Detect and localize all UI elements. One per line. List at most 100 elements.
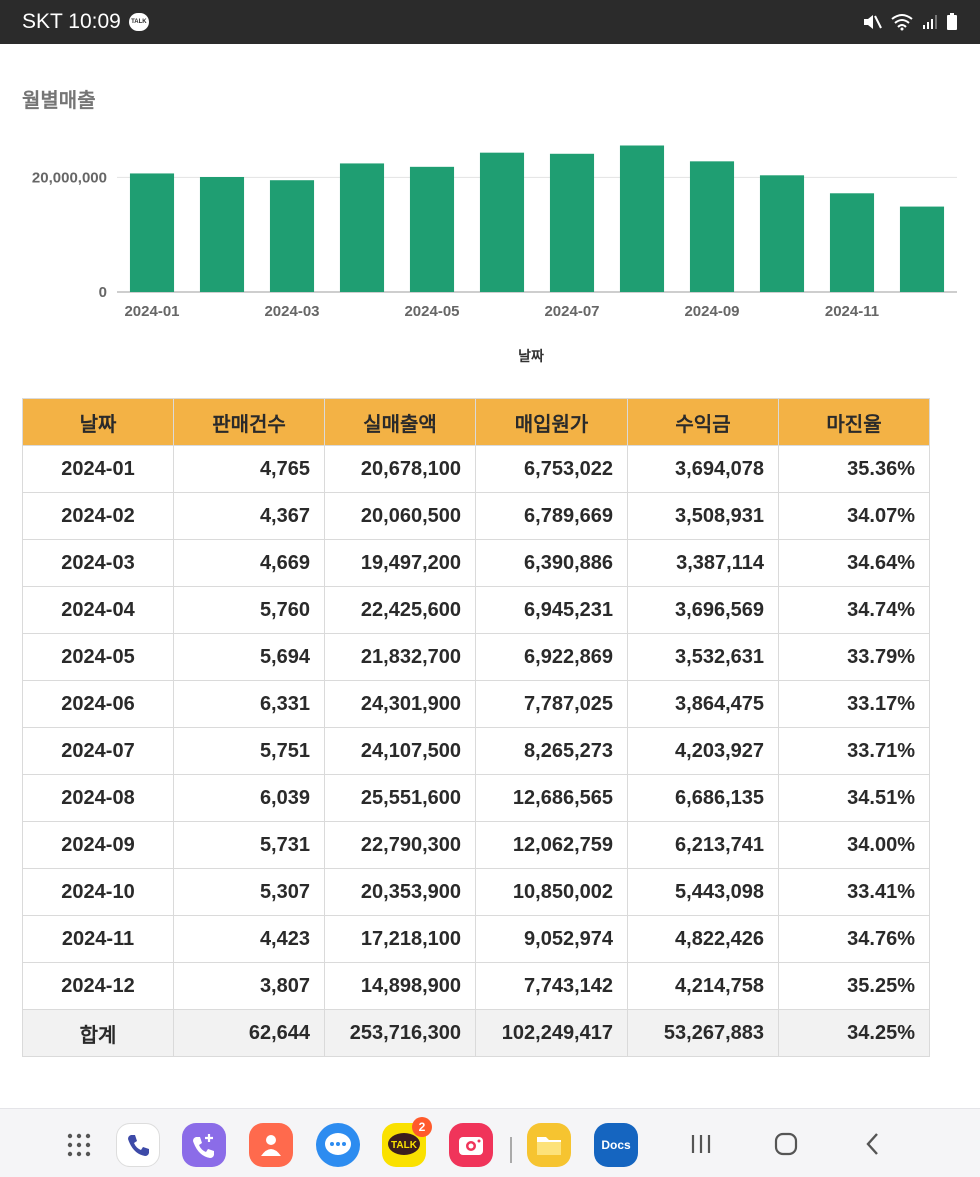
- column-header[interactable]: 판매건수: [173, 398, 325, 446]
- value-cell: 34.51%: [778, 774, 930, 822]
- date-cell: 2024-10: [22, 868, 174, 916]
- value-cell: 4,203,927: [627, 727, 779, 775]
- value-cell: 35.25%: [778, 962, 930, 1010]
- value-cell: 33.71%: [778, 727, 930, 775]
- value-cell: 6,039: [173, 774, 325, 822]
- value-cell: 53,267,883: [627, 1009, 779, 1057]
- date-cell: 2024-07: [22, 727, 174, 775]
- column-header[interactable]: 수익금: [627, 398, 779, 446]
- camera-app-button[interactable]: [449, 1123, 493, 1167]
- date-cell: 2024-02: [22, 492, 174, 540]
- chart-grid: [117, 176, 957, 293]
- x-axis-ticks: 2024-01 2024-03 2024-05 2024-07 2024-09 2024-…: [124, 303, 879, 320]
- my-files-app-button[interactable]: [527, 1123, 571, 1167]
- value-cell: 3,508,931: [627, 492, 779, 540]
- kakaotalk-icon: TALK: [388, 1133, 420, 1155]
- value-cell: 4,423: [173, 915, 325, 963]
- messages-icon: [325, 1133, 351, 1155]
- x-tick-label: 2024-07: [544, 303, 599, 320]
- bar-2024-07[interactable]: [549, 153, 595, 292]
- date-cell: 2024-04: [22, 586, 174, 634]
- kakaotalk-app-button[interactable]: TALK 2: [382, 1117, 432, 1167]
- wifi-icon: [891, 14, 913, 31]
- value-cell: 12,062,759: [475, 821, 628, 869]
- bar-2024-05[interactable]: [409, 166, 455, 292]
- total-row: 합계 62,644 253,716,300 102,249,417 53,267,883…: [22, 1009, 930, 1057]
- bar-2024-02[interactable]: [199, 176, 245, 292]
- bar-2024-06[interactable]: [479, 152, 525, 292]
- value-cell: 5,731: [173, 821, 325, 869]
- bar-2024-12[interactable]: [899, 206, 945, 292]
- bar-2024-11[interactable]: [829, 193, 875, 292]
- x-tick-label: 2024-11: [825, 303, 879, 320]
- docs-label: Docs: [601, 1138, 631, 1152]
- value-cell: 7,787,025: [475, 680, 628, 728]
- x-tick-label: 2024-03: [264, 303, 319, 320]
- add-call-app-button[interactable]: [182, 1123, 226, 1167]
- contacts-icon: [261, 1135, 281, 1156]
- table-row: 2024-04 5,760 22,425,600 6,945,231 3,696,569…: [22, 586, 930, 634]
- bar-2024-01[interactable]: [129, 173, 175, 292]
- docs-app-button[interactable]: Docs: [594, 1123, 638, 1167]
- value-cell: 17,218,100: [324, 915, 476, 963]
- value-cell: 62,644: [173, 1009, 325, 1057]
- value-cell: 253,716,300: [324, 1009, 476, 1057]
- phone-icon: [128, 1135, 149, 1156]
- table-row: 2024-03 4,669 19,497,200 6,390,886 3,387,114…: [22, 539, 930, 587]
- value-cell: 6,331: [173, 680, 325, 728]
- date-cell: 2024-03: [22, 539, 174, 587]
- total-label-cell: 합계: [22, 1009, 174, 1057]
- value-cell: 25,551,600: [324, 774, 476, 822]
- bar-2024-08[interactable]: [619, 145, 665, 292]
- bar-2024-04[interactable]: [339, 163, 385, 292]
- value-cell: 102,249,417: [475, 1009, 628, 1057]
- value-cell: 21,832,700: [324, 633, 476, 681]
- contacts-app-button[interactable]: [249, 1123, 293, 1167]
- value-cell: 8,265,273: [475, 727, 628, 775]
- bar-2024-03[interactable]: [269, 180, 315, 292]
- value-cell: 6,922,869: [475, 633, 628, 681]
- column-header[interactable]: 실매출액: [324, 398, 476, 446]
- value-cell: 3,864,475: [627, 680, 779, 728]
- chart-bars: [129, 145, 945, 292]
- table-row: 2024-05 5,694 21,832,700 6,922,869 3,532,631…: [22, 633, 930, 681]
- value-cell: 5,751: [173, 727, 325, 775]
- date-cell: 2024-06: [22, 680, 174, 728]
- value-cell: 20,678,100: [324, 445, 476, 493]
- value-cell: 33.41%: [778, 868, 930, 916]
- status-bar: SKT 10:09 TALK: [0, 0, 980, 44]
- talk-label: TALK: [391, 1140, 418, 1151]
- home-button[interactable]: [771, 1129, 801, 1159]
- sales-table: 날짜 판매건수 실매출액 매입원가 수익금 마진율 2024-01 4,765 20,678,…: [22, 398, 930, 1057]
- column-header[interactable]: 매입원가: [475, 398, 628, 446]
- table-row: 2024-01 4,765 20,678,100 6,753,022 3,694,078…: [22, 445, 930, 493]
- value-cell: 6,753,022: [475, 445, 628, 493]
- value-cell: 34.64%: [778, 539, 930, 587]
- value-cell: 33.79%: [778, 633, 930, 681]
- kakaotalk-notification-icon: TALK: [128, 13, 149, 31]
- apps-grid-icon: [67, 1133, 91, 1157]
- column-header[interactable]: 마진율: [778, 398, 930, 446]
- y-axis-ticks: 0 20,000,000: [32, 169, 107, 301]
- value-cell: 14,898,900: [324, 962, 476, 1010]
- messages-app-button[interactable]: [316, 1123, 360, 1167]
- carrier-time: SKT 10:09: [22, 10, 121, 33]
- date-cell: 2024-05: [22, 633, 174, 681]
- value-cell: 4,765: [173, 445, 325, 493]
- battery-icon: [947, 13, 957, 30]
- value-cell: 34.00%: [778, 821, 930, 869]
- column-header[interactable]: 날짜: [22, 398, 174, 446]
- apps-grid-button[interactable]: [59, 1123, 99, 1167]
- value-cell: 22,790,300: [324, 821, 476, 869]
- table-row: 2024-11 4,423 17,218,100 9,052,974 4,822,426…: [22, 915, 930, 963]
- value-cell: 5,694: [173, 633, 325, 681]
- phone-app-button[interactable]: [116, 1123, 160, 1167]
- x-tick-label: 2024-05: [404, 303, 459, 320]
- dock-divider: [510, 1137, 512, 1163]
- date-cell: 2024-09: [22, 821, 174, 869]
- bar-2024-10[interactable]: [759, 175, 805, 292]
- value-cell: 34.07%: [778, 492, 930, 540]
- back-button[interactable]: [858, 1129, 888, 1159]
- bar-2024-09[interactable]: [689, 161, 735, 292]
- recent-apps-button[interactable]: [686, 1129, 716, 1159]
